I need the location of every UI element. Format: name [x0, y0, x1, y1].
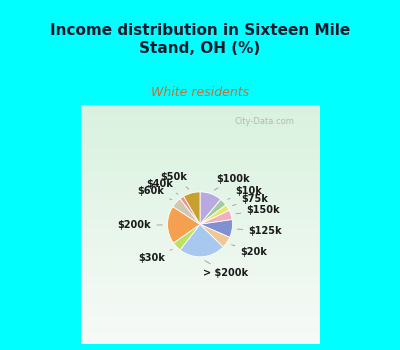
Text: $50k: $50k	[160, 172, 189, 189]
Text: White residents: White residents	[151, 86, 249, 99]
Text: $40k: $40k	[146, 179, 178, 194]
Text: $150k: $150k	[236, 205, 280, 215]
Text: $30k: $30k	[138, 250, 172, 263]
Wedge shape	[173, 199, 200, 224]
Wedge shape	[168, 206, 200, 243]
Text: $20k: $20k	[232, 245, 267, 257]
Text: Income distribution in Sixteen Mile
Stand, OH (%): Income distribution in Sixteen Mile Stan…	[50, 23, 350, 56]
Text: City-Data.com: City-Data.com	[234, 117, 294, 126]
Wedge shape	[200, 199, 226, 224]
Wedge shape	[184, 192, 200, 224]
Wedge shape	[180, 224, 223, 257]
Text: > $200k: > $200k	[203, 260, 248, 278]
Text: $100k: $100k	[214, 174, 250, 190]
Wedge shape	[200, 192, 221, 224]
Wedge shape	[174, 224, 200, 250]
Wedge shape	[200, 210, 232, 224]
Text: $125k: $125k	[237, 226, 282, 236]
Wedge shape	[200, 224, 230, 247]
Text: $60k: $60k	[137, 186, 172, 200]
Wedge shape	[200, 205, 229, 224]
Text: $200k: $200k	[118, 220, 162, 230]
Wedge shape	[180, 196, 200, 224]
Text: $10k: $10k	[228, 186, 262, 199]
Text: $75k: $75k	[232, 194, 268, 205]
Wedge shape	[200, 219, 232, 237]
